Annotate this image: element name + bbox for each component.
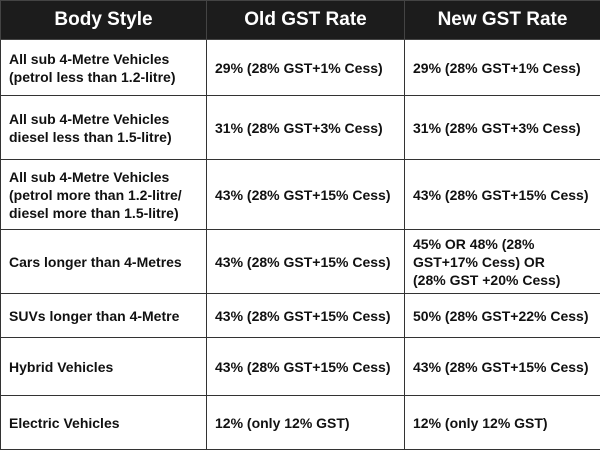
old-rate-cell: 12% (only 12% GST) <box>206 395 405 450</box>
new-rate-cell: 31% (28% GST+3% Cess) <box>404 95 600 160</box>
body-style-cell: Cars longer than 4-Metres <box>0 229 207 294</box>
new-rate-cell: 50% (28% GST+22% Cess) <box>404 293 600 338</box>
table-row: Hybrid Vehicles 43% (28% GST+15% Cess) 4… <box>0 337 600 396</box>
body-style-cell: Electric Vehicles <box>0 395 207 450</box>
table-row: SUVs longer than 4-Metre 43% (28% GST+15… <box>0 293 600 338</box>
new-rate-cell: 45% OR 48% (28% GST+17% Cess) OR (28% GS… <box>404 229 600 294</box>
old-rate-cell: 31% (28% GST+3% Cess) <box>206 95 405 160</box>
new-rate-cell: 12% (only 12% GST) <box>404 395 600 450</box>
old-rate-text: 29% (28% GST+1% Cess) <box>215 59 383 76</box>
old-rate-text: 43% (28% GST+15% Cess) <box>215 307 391 324</box>
new-rate-cell: 29% (28% GST+1% Cess) <box>404 39 600 96</box>
table-row: Cars longer than 4-Metres 43% (28% GST+1… <box>0 229 600 294</box>
new-rate-text: 31% (28% GST+3% Cess) <box>413 119 581 136</box>
body-style-text: Cars longer than 4-Metres <box>9 253 182 270</box>
old-rate-cell: 43% (28% GST+15% Cess) <box>206 337 405 396</box>
body-style-cell: SUVs longer than 4-Metre <box>0 293 207 338</box>
body-style-cell: All sub 4-Metre Vehicles diesel less tha… <box>0 95 207 160</box>
header-old-gst-rate: Old GST Rate <box>206 0 405 40</box>
new-rate-text: 12% (only 12% GST) <box>413 414 548 431</box>
table-row: Electric Vehicles 12% (only 12% GST) 12%… <box>0 395 600 450</box>
old-rate-cell: 43% (28% GST+15% Cess) <box>206 293 405 338</box>
table-row: All sub 4-Metre Vehicles diesel less tha… <box>0 95 600 160</box>
new-rate-text: 43% (28% GST+15% Cess) <box>413 358 589 375</box>
new-rate-cell: 43% (28% GST+15% Cess) <box>404 159 600 230</box>
old-rate-cell: 29% (28% GST+1% Cess) <box>206 39 405 96</box>
old-rate-text: 43% (28% GST+15% Cess) <box>215 186 391 203</box>
header-body-style: Body Style <box>0 0 207 40</box>
body-style-text: All sub 4-Metre Vehicles (petrol more th… <box>9 168 182 221</box>
new-rate-cell: 43% (28% GST+15% Cess) <box>404 337 600 396</box>
old-rate-cell: 43% (28% GST+15% Cess) <box>206 159 405 230</box>
body-style-cell: Hybrid Vehicles <box>0 337 207 396</box>
body-style-cell: All sub 4-Metre Vehicles (petrol less th… <box>0 39 207 96</box>
old-rate-text: 43% (28% GST+15% Cess) <box>215 253 391 270</box>
old-rate-cell: 43% (28% GST+15% Cess) <box>206 229 405 294</box>
body-style-text: All sub 4-Metre Vehicles diesel less tha… <box>9 110 172 145</box>
table-row: All sub 4-Metre Vehicles (petrol less th… <box>0 39 600 96</box>
body-style-text: SUVs longer than 4-Metre <box>9 307 180 324</box>
header-row: Body Style Old GST Rate New GST Rate <box>0 0 600 40</box>
body-style-text: Hybrid Vehicles <box>9 358 114 375</box>
new-rate-text: 43% (28% GST+15% Cess) <box>413 186 589 203</box>
body-style-cell: All sub 4-Metre Vehicles (petrol more th… <box>0 159 207 230</box>
table-row: All sub 4-Metre Vehicles (petrol more th… <box>0 159 600 230</box>
old-rate-text: 43% (28% GST+15% Cess) <box>215 358 391 375</box>
new-rate-text: 29% (28% GST+1% Cess) <box>413 59 581 76</box>
body-style-text: Electric Vehicles <box>9 414 120 431</box>
body-style-text: All sub 4-Metre Vehicles (petrol less th… <box>9 50 176 85</box>
new-rate-text: 45% OR 48% (28% GST+17% Cess) OR (28% GS… <box>413 235 561 288</box>
header-new-gst-rate: New GST Rate <box>404 0 600 40</box>
old-rate-text: 12% (only 12% GST) <box>215 414 350 431</box>
old-rate-text: 31% (28% GST+3% Cess) <box>215 119 383 136</box>
new-rate-text: 50% (28% GST+22% Cess) <box>413 307 589 324</box>
